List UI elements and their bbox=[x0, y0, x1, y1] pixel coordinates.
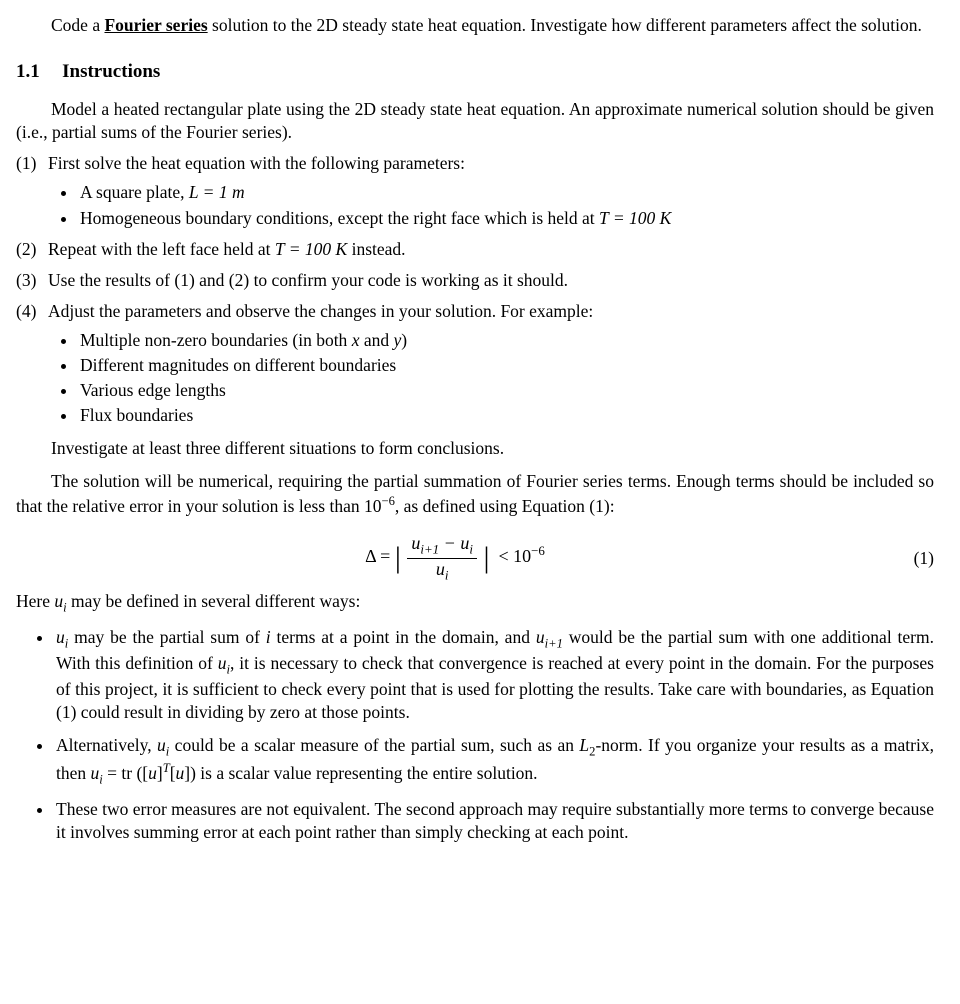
step-2-num: (2) bbox=[16, 238, 48, 261]
abs-left: | bbox=[395, 543, 401, 573]
step-4-bullet-c: Various edge lengths bbox=[78, 379, 934, 402]
fraction: ui+1 − ui ui bbox=[407, 534, 477, 581]
step-4-text: Adjust the parameters and observe the ch… bbox=[48, 300, 934, 323]
step-4-bullet-b: Different magnitudes on different bounda… bbox=[78, 354, 934, 377]
definition-bullet-1: ui may be the partial sum of i terms at … bbox=[54, 626, 934, 724]
step-2-text: Repeat with the left face held at T = 10… bbox=[48, 238, 934, 261]
definition-bullet-3: These two error measures are not equival… bbox=[54, 798, 934, 844]
equation-1: Δ = | ui+1 − ui ui | < 10−6 (1) bbox=[16, 534, 934, 581]
step-1-bullet-a: A square plate, L = 1 m bbox=[78, 181, 934, 204]
step-1: (1) First solve the heat equation with t… bbox=[16, 152, 934, 175]
here-paragraph: Here ui may be defined in several differ… bbox=[16, 590, 934, 616]
intro-term: Fourier series bbox=[104, 15, 207, 35]
step-1-bullets: A square plate, L = 1 m Homogeneous boun… bbox=[16, 181, 934, 229]
section-heading: 1.1 Instructions bbox=[16, 59, 934, 84]
definition-bullets: ui may be the partial sum of i terms at … bbox=[16, 626, 934, 845]
step-4-bullets: Multiple non-zero boundaries (in both x … bbox=[16, 329, 934, 427]
definition-bullet-2: Alternatively, ui could be a scalar meas… bbox=[54, 734, 934, 788]
model-paragraph: Model a heated rectangular plate using t… bbox=[16, 98, 934, 144]
step-4-bullet-d: Flux boundaries bbox=[78, 404, 934, 427]
numerical-paragraph: The solution will be numerical, requirin… bbox=[16, 470, 934, 518]
step-4-bullet-a: Multiple non-zero boundaries (in both x … bbox=[78, 329, 934, 352]
intro-post: solution to the 2D steady state heat equ… bbox=[208, 15, 922, 35]
step-1-num: (1) bbox=[16, 152, 48, 175]
step-3: (3) Use the results of (1) and (2) to co… bbox=[16, 269, 934, 292]
abs-right: | bbox=[483, 543, 489, 573]
equation-1-tag: (1) bbox=[894, 547, 934, 570]
equation-1-body: Δ = | ui+1 − ui ui | < 10−6 bbox=[16, 534, 894, 581]
step-1-bullet-b: Homogeneous boundary conditions, except … bbox=[78, 207, 934, 230]
intro-paragraph: Code a Fourier series solution to the 2D… bbox=[16, 14, 934, 37]
step-4-num: (4) bbox=[16, 300, 48, 323]
investigate-paragraph: Investigate at least three different sit… bbox=[16, 437, 934, 460]
section-title: Instructions bbox=[62, 61, 160, 82]
intro-pre: Code a bbox=[51, 15, 104, 35]
section-number: 1.1 bbox=[16, 61, 40, 82]
step-3-text: Use the results of (1) and (2) to confir… bbox=[48, 269, 934, 292]
step-4: (4) Adjust the parameters and observe th… bbox=[16, 300, 934, 323]
step-1-text: First solve the heat equation with the f… bbox=[48, 152, 934, 175]
step-3-num: (3) bbox=[16, 269, 48, 292]
step-2: (2) Repeat with the left face held at T … bbox=[16, 238, 934, 261]
